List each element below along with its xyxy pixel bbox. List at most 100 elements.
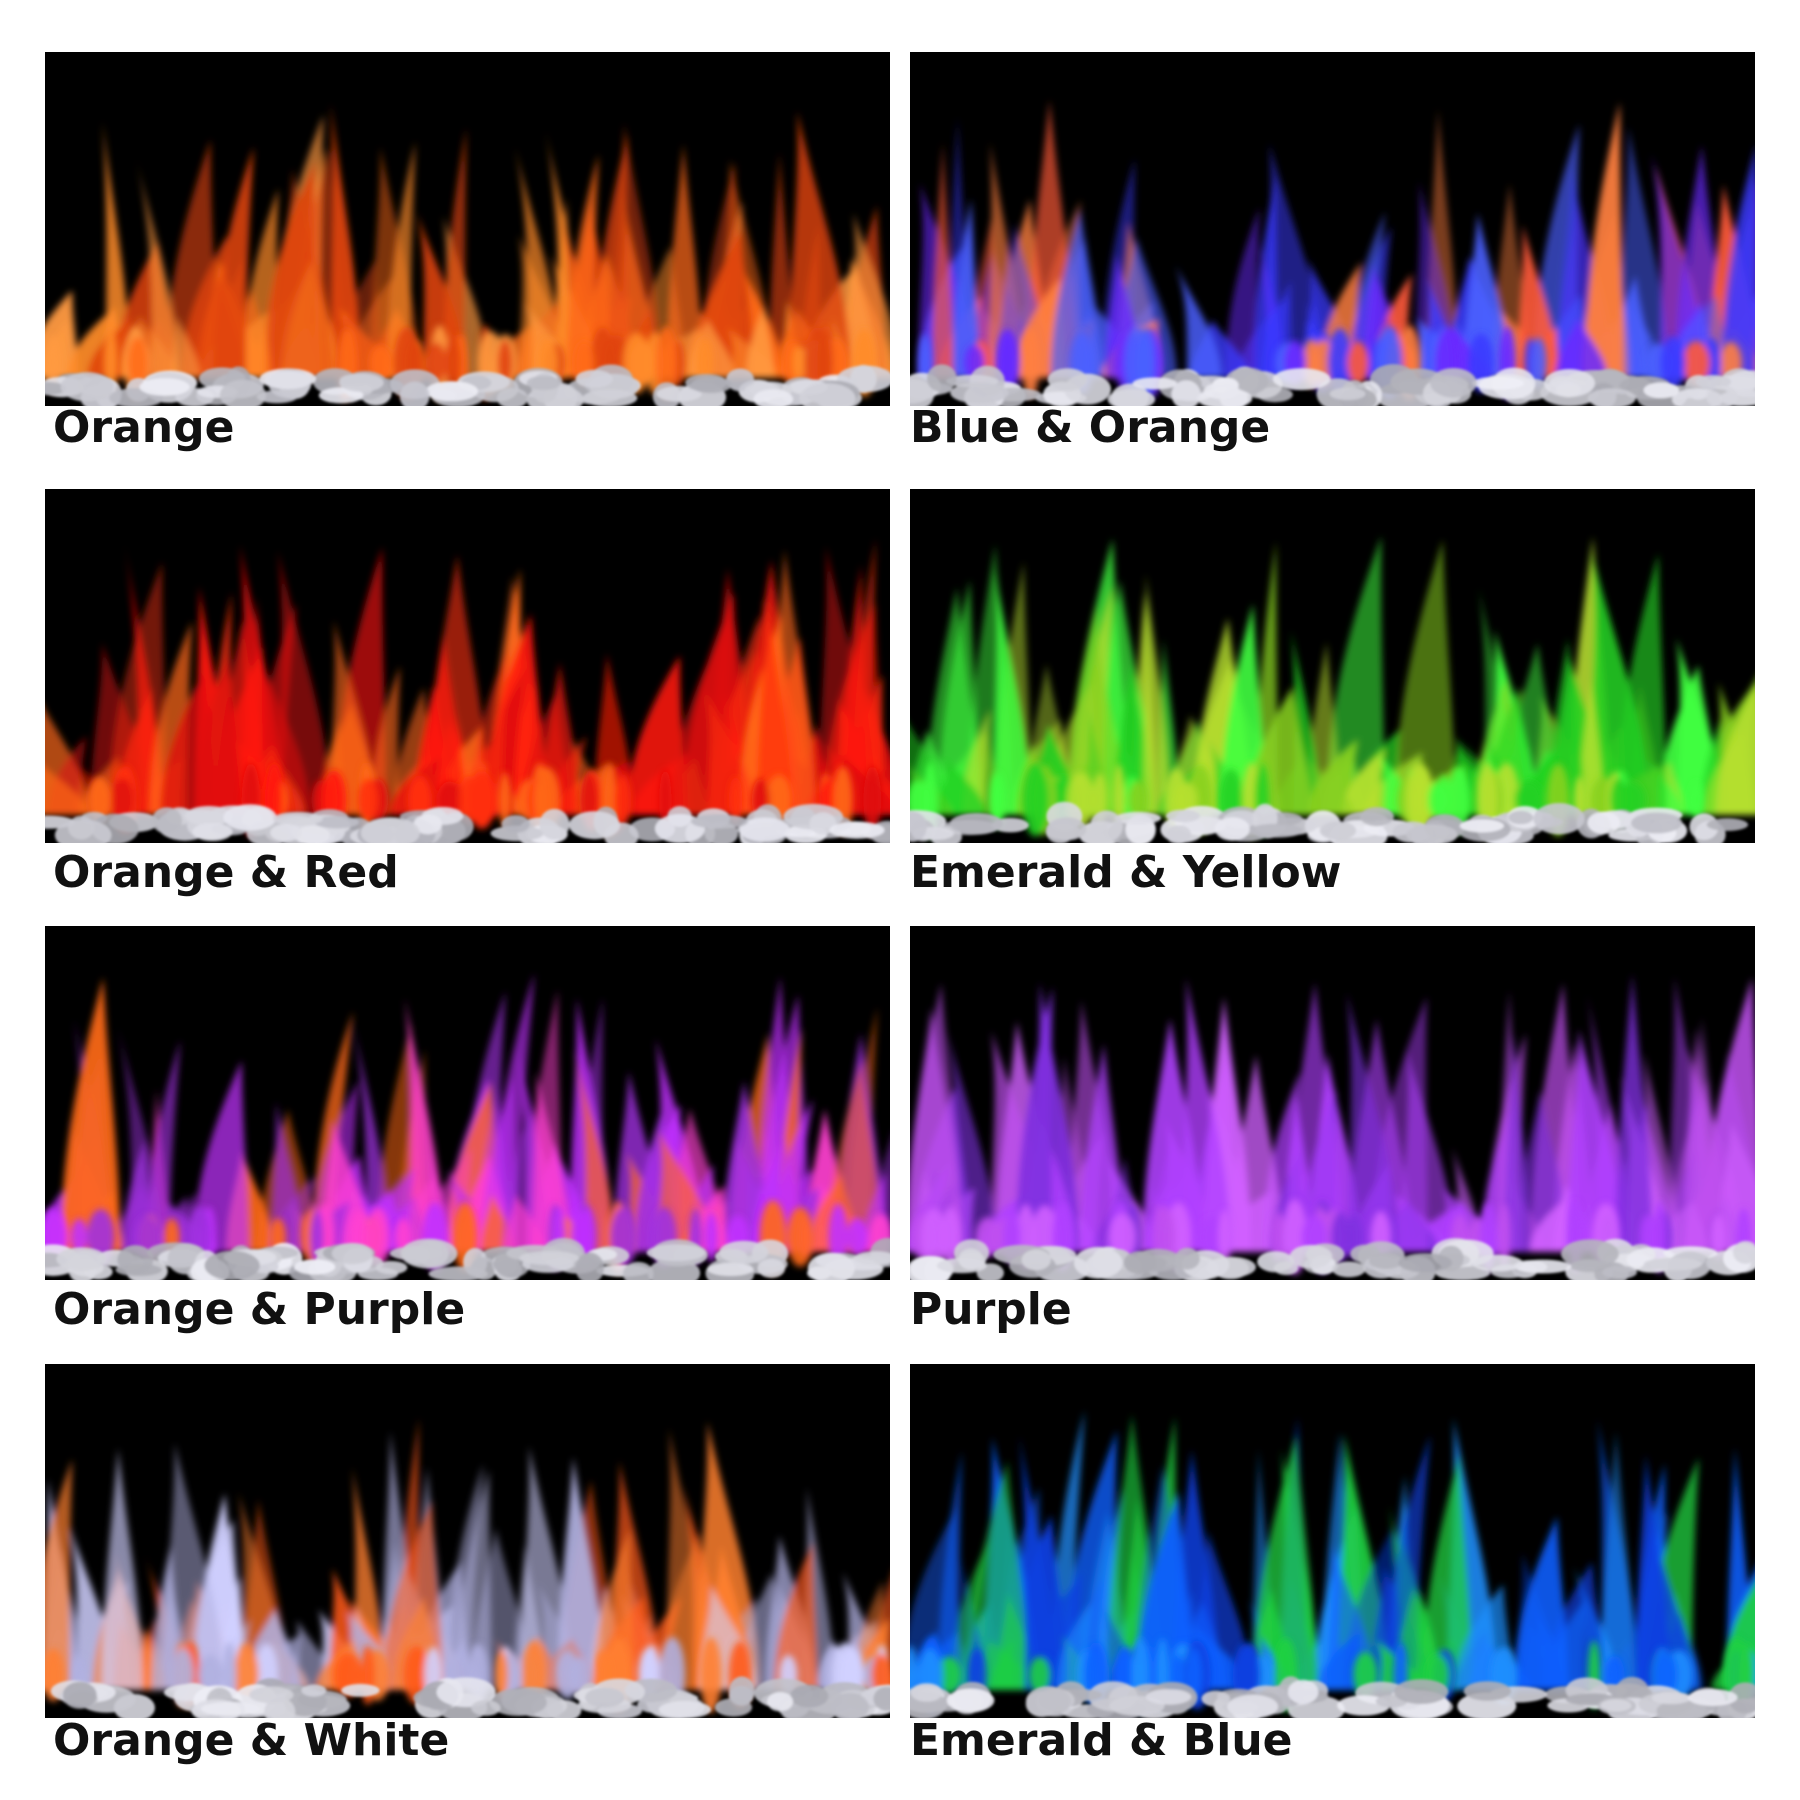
flame-core	[1218, 1209, 1232, 1265]
crystal	[341, 1683, 380, 1697]
crystal	[489, 1688, 547, 1717]
panel-content	[910, 1364, 1755, 1718]
crystal	[1706, 818, 1749, 832]
flame-core	[498, 772, 512, 828]
crystal-bed	[910, 1238, 1755, 1280]
crystal	[1732, 1240, 1755, 1264]
crystal	[910, 1683, 943, 1702]
flame	[951, 198, 979, 378]
crystal-bed	[910, 1676, 1755, 1718]
flame	[566, 154, 599, 378]
crystal	[339, 374, 372, 387]
flame	[349, 1005, 390, 1252]
crystal	[184, 805, 233, 826]
flame	[1134, 1465, 1195, 1690]
crystal-bed	[910, 364, 1755, 406]
flame	[965, 1460, 1029, 1690]
crystal	[767, 1691, 794, 1712]
flame	[1308, 758, 1354, 815]
panel-label: Emerald & Blue	[910, 1715, 1293, 1766]
panel-content	[910, 926, 1755, 1280]
crystal	[375, 1260, 408, 1275]
flame	[45, 1458, 73, 1690]
flame-core	[1682, 341, 1710, 385]
panel-label: Orange	[53, 402, 234, 453]
crystal	[1695, 374, 1732, 389]
crystal	[1287, 1679, 1319, 1705]
flame-core	[1270, 1212, 1286, 1262]
flame-panel: Purple	[910, 926, 1755, 1335]
crystal	[1631, 812, 1683, 834]
flame	[1615, 973, 1653, 1252]
crystal	[1145, 1689, 1192, 1705]
crystal	[428, 1266, 488, 1280]
flame-core	[369, 344, 393, 382]
crystal	[1406, 824, 1458, 843]
crystal	[910, 811, 927, 842]
flame	[1463, 212, 1510, 378]
flame-core	[1405, 762, 1433, 838]
flame	[136, 157, 180, 378]
crystal	[707, 1262, 754, 1277]
flame-core	[863, 765, 882, 835]
crystal	[850, 364, 877, 394]
flame-core	[787, 1207, 814, 1267]
flame-panel: Orange & White	[45, 1364, 890, 1766]
crystal	[1219, 388, 1249, 406]
flame-core	[1128, 780, 1148, 820]
crystal	[1090, 810, 1123, 843]
flame	[1513, 1516, 1569, 1690]
crystal	[490, 825, 544, 842]
crystal	[1329, 387, 1366, 401]
flame	[1721, 150, 1755, 378]
panel-label: Blue & Orange	[910, 402, 1270, 453]
flame-core	[1347, 341, 1369, 385]
crystal	[1174, 1247, 1200, 1270]
crystal	[658, 1700, 712, 1718]
flame-core	[1497, 1204, 1511, 1270]
flame-panel: Orange	[45, 52, 890, 453]
crystal	[1472, 1254, 1524, 1272]
crystal	[1227, 1694, 1279, 1718]
flame	[700, 161, 741, 378]
flame	[171, 316, 201, 378]
flame	[822, 603, 885, 815]
crystal	[413, 814, 443, 835]
panel-label: Orange & Red	[53, 847, 399, 898]
flame-core	[1029, 1656, 1051, 1694]
flame-core	[198, 1654, 223, 1696]
crystal	[272, 811, 323, 826]
flame	[1617, 553, 1667, 815]
crystal	[690, 376, 732, 394]
flame	[932, 142, 954, 378]
crystal	[584, 1687, 625, 1708]
flame	[736, 253, 784, 378]
crystal	[910, 379, 935, 406]
crystal	[62, 1681, 97, 1709]
flame-core	[1531, 337, 1547, 389]
flame	[1113, 661, 1153, 815]
flame-core	[468, 770, 495, 830]
flame-core	[1427, 781, 1446, 819]
panel-content	[45, 489, 890, 843]
crystal-bed	[50, 1676, 890, 1718]
flame	[271, 1102, 303, 1252]
crystal	[1289, 1244, 1333, 1269]
crystal	[314, 815, 360, 829]
flame-core	[70, 1218, 88, 1256]
flame	[273, 169, 334, 378]
crystal	[926, 364, 957, 393]
flame	[756, 595, 792, 815]
flame-core	[127, 337, 149, 389]
flame	[1703, 730, 1753, 815]
flames	[910, 973, 1755, 1252]
flame	[532, 1071, 572, 1252]
flame	[788, 111, 851, 379]
panel-content	[45, 1364, 890, 1718]
crystal	[646, 1244, 706, 1262]
crystal	[425, 381, 479, 402]
crystal	[569, 811, 621, 840]
flame	[704, 688, 756, 815]
